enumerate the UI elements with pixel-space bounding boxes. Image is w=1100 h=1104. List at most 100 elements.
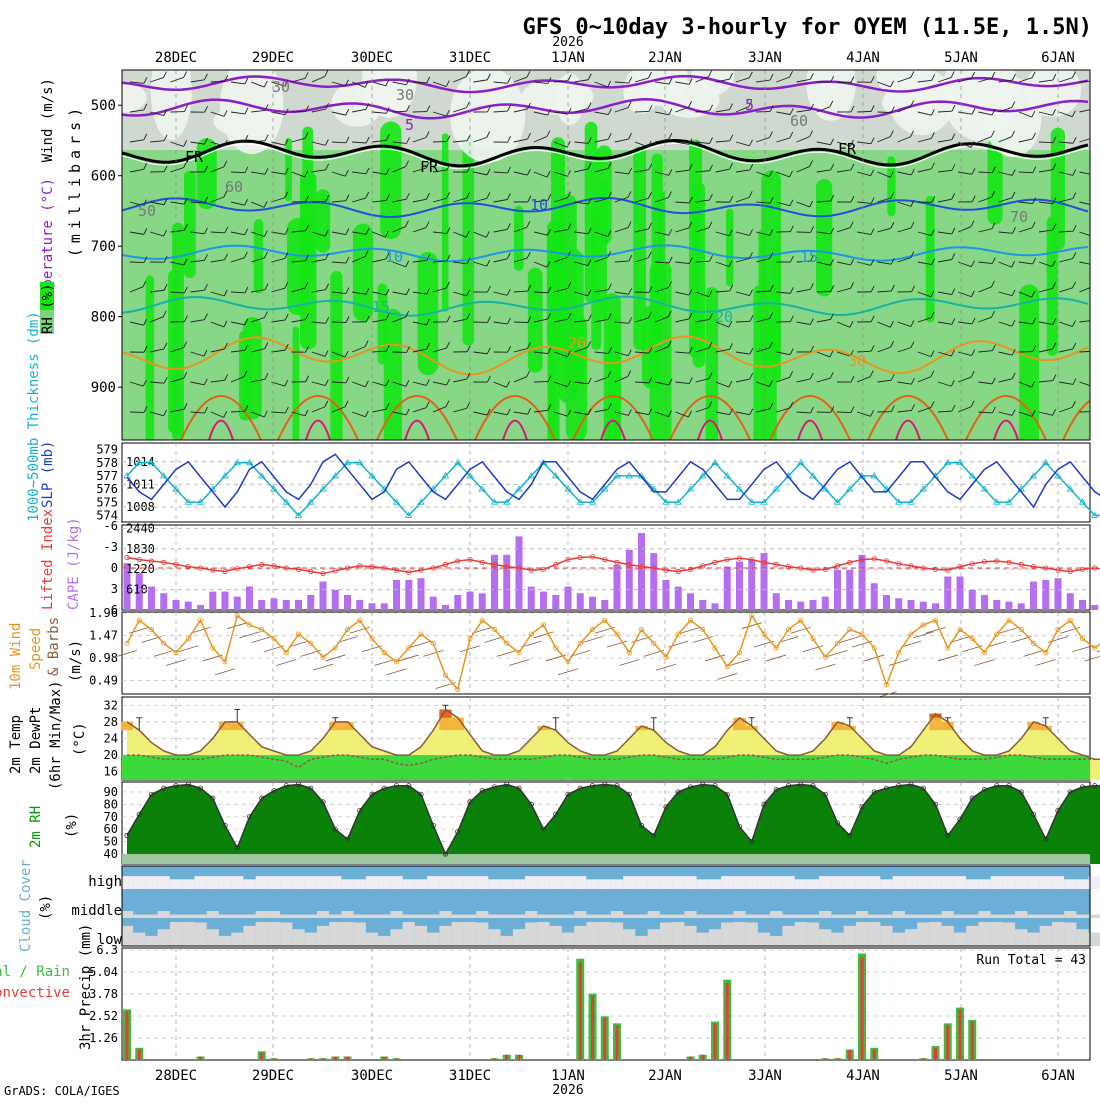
cloud-bar	[1076, 915, 1088, 919]
cloud-bar	[697, 879, 709, 889]
cape-bar	[479, 593, 486, 610]
cloud-bar	[611, 911, 623, 918]
cloud-bar	[476, 876, 488, 889]
cloud-bar	[831, 933, 843, 946]
pressure-tick: 600	[91, 169, 116, 185]
cloud-bar	[782, 915, 794, 919]
cloud-bar	[1064, 922, 1076, 946]
cloud-bar	[537, 922, 549, 946]
wind-barb	[635, 111, 649, 112]
surface-panels: 579578577576575574101410111008-6-3036244…	[89, 443, 1100, 1060]
cloud-bar	[207, 911, 219, 918]
wind-barb-flag	[1093, 199, 1096, 205]
precip-conv-bar	[383, 1057, 386, 1060]
cloud-bar	[403, 915, 415, 919]
cloud-bar	[684, 911, 696, 918]
rh-high-plume	[926, 196, 935, 323]
cloud-bar	[929, 915, 941, 919]
rh-high-plume	[316, 189, 330, 252]
cape-bar	[810, 600, 817, 610]
cloud-bar	[121, 926, 133, 946]
cloud-bar	[366, 876, 378, 889]
contour-label: 10	[530, 196, 548, 214]
cloud-bar	[390, 911, 402, 918]
cloud-bar	[182, 922, 194, 946]
precip-label-2: Convective	[0, 985, 70, 1001]
cloud-bar	[305, 933, 317, 946]
cloud-bar	[366, 915, 378, 919]
precip-conv-bar	[518, 1055, 521, 1060]
cape-bar	[295, 600, 302, 610]
cloud-bar	[1064, 879, 1076, 889]
precip-conv-bar	[505, 1055, 508, 1060]
cape-bar	[307, 595, 314, 610]
wind-barb	[817, 291, 831, 292]
cape-bar	[197, 605, 204, 610]
cloud-bar	[929, 922, 941, 946]
cloud-bar	[574, 926, 586, 946]
cape-bar	[1079, 600, 1086, 610]
cloud-bar	[464, 922, 476, 946]
cloud-bar	[194, 915, 206, 919]
cloud-bar	[733, 911, 745, 918]
wind-barb-flag	[1093, 380, 1096, 386]
precip-conv-bar	[701, 1055, 704, 1060]
cloud-bar	[488, 915, 500, 919]
rh2m-base	[122, 854, 1090, 864]
cloud-bar	[158, 876, 170, 889]
wind-barb	[433, 141, 447, 142]
cloud-bar	[317, 911, 329, 918]
cloud-bar	[733, 876, 745, 889]
wind-barb-flag	[1093, 345, 1096, 351]
cloud-bar	[893, 911, 905, 918]
temp-label-2: 2m DewPt	[28, 707, 44, 774]
cloud-bar	[452, 915, 464, 919]
cloud-bar	[635, 915, 647, 919]
cloud-bar	[807, 915, 819, 919]
cloud-bar	[1003, 876, 1015, 889]
cloud-bar	[207, 876, 219, 889]
cloud-bar	[317, 876, 329, 889]
rh2m-unit-label: (%)	[64, 813, 80, 838]
cloud-bar	[880, 879, 892, 889]
wind-barb-flag	[1093, 259, 1096, 265]
cloud-bar	[1052, 915, 1064, 919]
cloud-bar	[611, 879, 623, 889]
cape-bar	[908, 600, 915, 610]
cape-bar	[871, 583, 878, 610]
cloud-bar	[1040, 926, 1052, 946]
cloud-bar	[1076, 929, 1088, 946]
cloud-bar	[243, 879, 255, 889]
cape-label: CAPE (J/kg)	[66, 517, 82, 610]
cloud-bar	[819, 876, 831, 889]
cloud-bar	[1027, 915, 1039, 919]
pressure-tick: 900	[91, 380, 116, 396]
date-label-top: 28DEC	[155, 50, 197, 66]
cape-bar	[626, 550, 633, 610]
cloud-bar	[501, 879, 513, 889]
cape-bar	[993, 600, 1000, 610]
cape-bar	[614, 565, 621, 610]
cloud-bar	[476, 911, 488, 918]
cloud-bar	[305, 876, 317, 889]
cape-bar	[540, 592, 547, 610]
cloud-bar	[145, 876, 157, 889]
cloud-bar	[770, 936, 782, 946]
cloud-bar	[268, 911, 280, 918]
cloud-bar	[954, 933, 966, 946]
cloud-bar	[623, 876, 635, 889]
wind-barb	[857, 111, 871, 112]
cloud-bar	[1052, 876, 1064, 889]
cloud-bar	[415, 879, 427, 889]
cloud-bar	[390, 876, 402, 889]
cloud-bar	[231, 876, 243, 889]
cape-bar	[344, 595, 351, 610]
date-label-top: 5JAN	[944, 50, 978, 66]
cloud-bar	[599, 922, 611, 946]
cape-bar	[516, 536, 523, 610]
cloud-bar	[329, 876, 341, 889]
temp-label-3: (6hr Min/Max)	[48, 680, 64, 790]
